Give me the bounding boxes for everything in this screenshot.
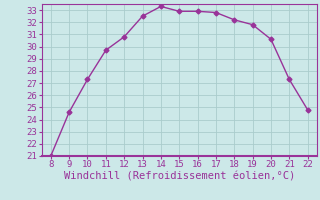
X-axis label: Windchill (Refroidissement éolien,°C): Windchill (Refroidissement éolien,°C) — [64, 172, 295, 182]
